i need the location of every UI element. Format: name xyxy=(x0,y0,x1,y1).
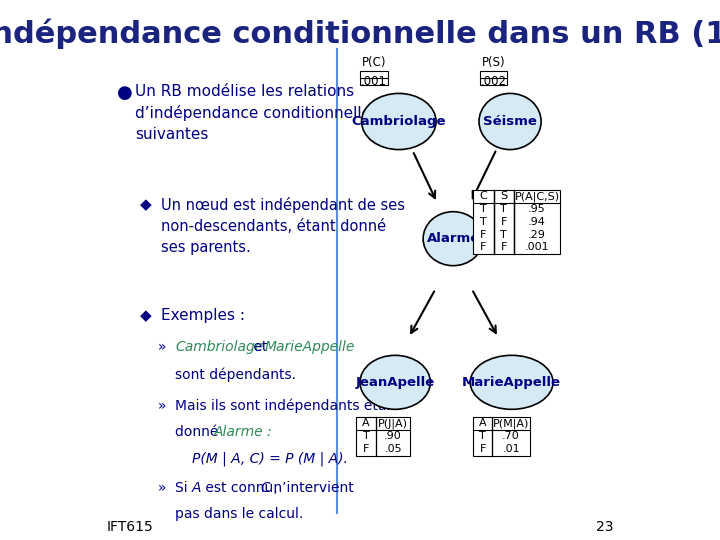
Text: .94: .94 xyxy=(528,217,546,227)
Ellipse shape xyxy=(479,93,541,150)
Text: Cambriolage: Cambriolage xyxy=(351,115,446,128)
Text: .01: .01 xyxy=(503,444,520,454)
Text: F: F xyxy=(500,217,507,227)
Text: pas dans le calcul.: pas dans le calcul. xyxy=(175,507,304,521)
FancyBboxPatch shape xyxy=(480,71,508,85)
Text: sont dépendants.: sont dépendants. xyxy=(175,367,296,382)
Text: ◆: ◆ xyxy=(140,197,152,212)
Text: P(M | A, C) = P (M | A).: P(M | A, C) = P (M | A). xyxy=(192,452,348,467)
Ellipse shape xyxy=(423,212,483,266)
Text: S: S xyxy=(500,192,508,201)
Text: MarieAppelle: MarieAppelle xyxy=(462,376,561,389)
Text: F: F xyxy=(363,444,369,454)
Text: A: A xyxy=(362,418,370,428)
FancyBboxPatch shape xyxy=(360,71,388,85)
Text: T: T xyxy=(480,217,487,227)
Text: »: » xyxy=(158,340,166,354)
Text: n’intervient: n’intervient xyxy=(269,481,354,495)
Text: Alarme :: Alarme : xyxy=(214,425,273,439)
Text: Exemples :: Exemples : xyxy=(161,308,245,323)
Text: Indépendance conditionnelle dans un RB (1): Indépendance conditionnelle dans un RB (… xyxy=(0,19,720,49)
Text: .29: .29 xyxy=(528,230,546,240)
Text: .95: .95 xyxy=(528,204,546,214)
Text: T: T xyxy=(363,431,369,441)
Text: T: T xyxy=(480,204,487,214)
Text: ●: ● xyxy=(117,84,132,102)
Text: Cambriolage: Cambriolage xyxy=(175,340,264,354)
Text: F: F xyxy=(480,444,486,454)
Text: .002: .002 xyxy=(480,75,506,89)
Text: P(S): P(S) xyxy=(482,56,505,69)
Text: Mais ils sont indépendants étant: Mais ils sont indépendants étant xyxy=(175,399,401,413)
Text: donné: donné xyxy=(175,425,223,439)
Text: P(C): P(C) xyxy=(361,56,386,69)
Text: P(M|A): P(M|A) xyxy=(493,418,529,429)
Text: et: et xyxy=(248,340,271,354)
Text: T: T xyxy=(480,431,486,441)
Text: 23: 23 xyxy=(596,519,613,534)
Text: Alarme: Alarme xyxy=(426,232,480,245)
FancyBboxPatch shape xyxy=(356,417,410,456)
Text: ◆: ◆ xyxy=(140,308,152,323)
Text: JeanApelle: JeanApelle xyxy=(356,376,435,389)
Text: T: T xyxy=(500,204,507,214)
Text: .70: .70 xyxy=(503,431,520,441)
Text: Si: Si xyxy=(175,481,192,495)
Text: Séisme: Séisme xyxy=(483,115,537,128)
Text: F: F xyxy=(480,242,486,252)
Ellipse shape xyxy=(470,355,553,409)
FancyBboxPatch shape xyxy=(473,190,559,254)
Ellipse shape xyxy=(360,355,431,409)
Text: .001: .001 xyxy=(525,242,549,252)
Text: est connu,: est connu, xyxy=(201,481,282,495)
Text: P(A|C,S): P(A|C,S) xyxy=(514,191,559,202)
Text: .001: .001 xyxy=(361,75,387,89)
Text: .05: .05 xyxy=(384,444,402,454)
Text: IFT615: IFT615 xyxy=(107,519,153,534)
Ellipse shape xyxy=(361,93,436,150)
Text: T: T xyxy=(500,230,507,240)
Text: C: C xyxy=(480,192,487,201)
Text: F: F xyxy=(500,242,507,252)
Text: »: » xyxy=(158,481,166,495)
Text: A: A xyxy=(479,418,487,428)
Text: C: C xyxy=(261,481,271,495)
Text: »: » xyxy=(158,399,166,413)
Text: P(J|A): P(J|A) xyxy=(378,418,408,429)
Text: .90: .90 xyxy=(384,431,402,441)
Text: Un nœud est indépendant de ses
non-descendants, étant donné
ses parents.: Un nœud est indépendant de ses non-desce… xyxy=(161,197,405,255)
Text: A: A xyxy=(192,481,201,495)
Text: Un RB modélise les relations
d’indépendance conditionnelle
suivantes: Un RB modélise les relations d’indépenda… xyxy=(135,84,371,142)
Text: MarieAppelle: MarieAppelle xyxy=(264,340,355,354)
FancyBboxPatch shape xyxy=(473,417,530,456)
Text: F: F xyxy=(480,230,486,240)
